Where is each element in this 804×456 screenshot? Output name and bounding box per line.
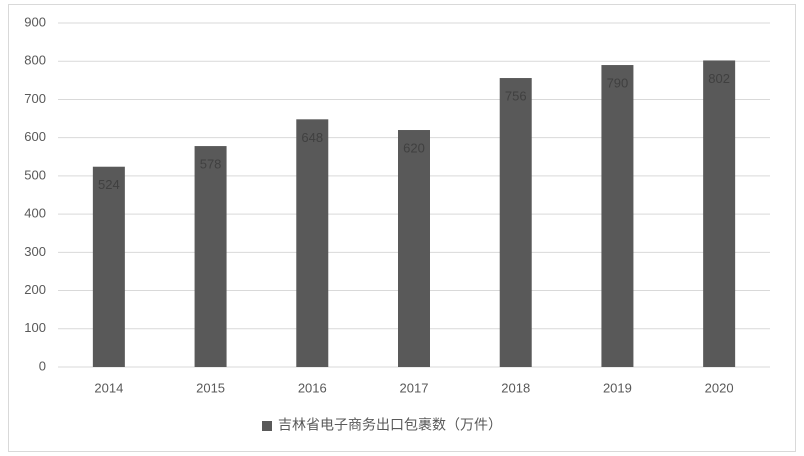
bar [398, 130, 430, 367]
bar [499, 78, 532, 367]
bar [194, 146, 227, 367]
bar [703, 60, 736, 368]
x-tick-label: 2018 [501, 380, 530, 395]
x-tick-label: 2016 [298, 380, 327, 395]
bar [601, 65, 634, 368]
y-tick-label: 500 [24, 167, 46, 182]
y-tick-label: 400 [24, 206, 46, 221]
x-tick-label: 2017 [400, 380, 429, 395]
x-tick-label: 2019 [603, 380, 632, 395]
y-tick-label: 600 [24, 129, 46, 144]
y-tick-label: 300 [24, 244, 46, 259]
data-label: 648 [301, 130, 323, 145]
data-label: 620 [403, 140, 425, 155]
x-tick-label: 2020 [705, 380, 734, 395]
y-tick-label: 200 [24, 282, 46, 297]
y-tick-label: 800 [24, 53, 46, 68]
x-tick-label: 2015 [196, 380, 225, 395]
x-tick-label: 2014 [94, 380, 123, 395]
data-label: 790 [607, 75, 629, 90]
data-label: 802 [708, 71, 730, 86]
data-label: 524 [98, 177, 120, 192]
y-tick-label: 0 [39, 358, 46, 373]
data-label: 578 [200, 157, 222, 172]
y-tick-label: 700 [24, 91, 46, 106]
y-tick-label: 100 [24, 320, 46, 335]
legend-label: 吉林省电子商务出口包裹数（万件） [278, 417, 502, 433]
bar [92, 166, 125, 367]
y-tick-label: 900 [24, 14, 46, 29]
legend-swatch [262, 421, 272, 431]
bar [296, 119, 329, 367]
data-label: 756 [505, 88, 527, 103]
